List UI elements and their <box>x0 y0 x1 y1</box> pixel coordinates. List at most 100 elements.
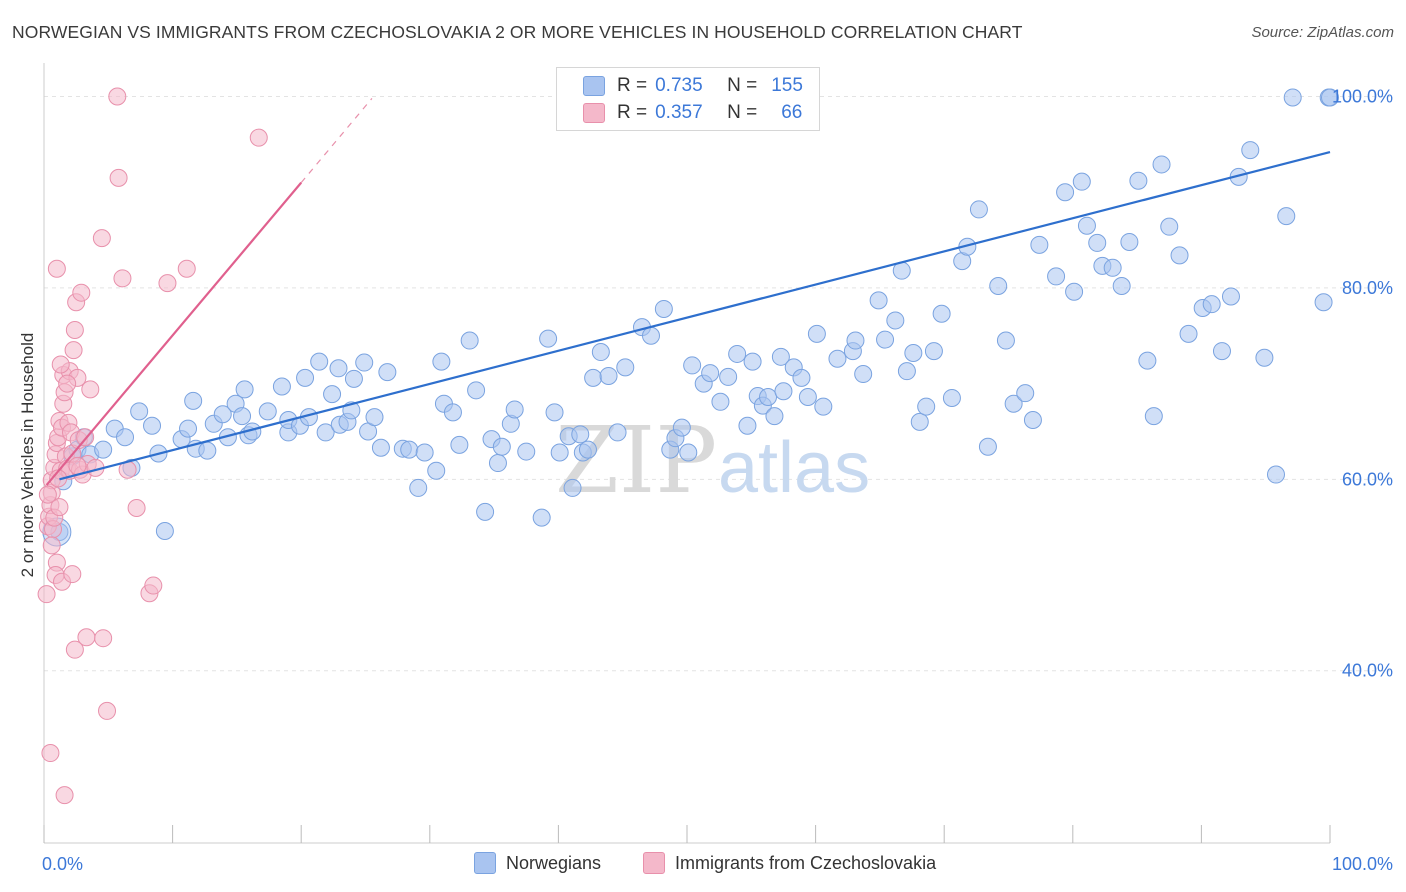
data-point-czechoslovakia <box>108 87 127 106</box>
data-point-norwegians <box>876 330 895 349</box>
data-point-norwegians <box>616 358 635 377</box>
data-point-norwegians <box>545 403 564 422</box>
data-point-norwegians <box>765 407 784 426</box>
data-point-czechoslovakia <box>50 498 69 517</box>
data-point-norwegians <box>1202 295 1221 314</box>
data-point-czechoslovakia <box>41 744 60 763</box>
data-point-norwegians <box>591 343 610 362</box>
data-point-czechoslovakia <box>65 640 84 659</box>
data-point-norwegians <box>978 437 997 456</box>
data-point-norwegians <box>116 428 135 447</box>
legend-row-norwegians: R = 0.735 N = 155 <box>557 73 803 99</box>
data-point-norwegians <box>807 324 826 343</box>
data-point-norwegians <box>1255 348 1274 367</box>
data-point-norwegians <box>1152 155 1171 174</box>
data-point-czechoslovakia <box>55 786 74 805</box>
trend-line-czechoslovakia-extension <box>300 98 373 184</box>
data-point-norwegians <box>460 331 479 350</box>
data-point-norwegians <box>1221 287 1240 306</box>
data-point-norwegians <box>1179 324 1198 343</box>
data-point-norwegians <box>869 291 888 310</box>
data-point-norwegians <box>443 403 462 422</box>
legend-swatch-pink <box>643 852 665 874</box>
data-point-norwegians <box>432 352 451 371</box>
data-point-norwegians <box>828 349 847 368</box>
data-point-norwegians <box>1030 235 1049 254</box>
legend-swatch-blue <box>474 852 496 874</box>
data-point-norwegians <box>571 425 590 444</box>
legend-row-czechoslovakia: R = 0.357 N = 66 <box>557 100 802 126</box>
data-point-norwegians <box>1266 465 1285 484</box>
x-tick-label: 0.0% <box>42 854 83 874</box>
data-point-czechoslovakia <box>113 269 132 288</box>
data-point-norwegians <box>584 368 603 387</box>
source-credit: Source: ZipAtlas.com <box>1251 24 1394 41</box>
data-point-norwegians <box>371 438 390 457</box>
data-point-czechoslovakia <box>63 565 82 584</box>
data-point-norwegians <box>365 408 384 427</box>
y-tick-label: 100.0% <box>1332 86 1393 106</box>
data-point-norwegians <box>329 359 348 378</box>
data-point-czechoslovakia <box>51 355 70 374</box>
data-point-czechoslovakia <box>92 229 111 248</box>
y-tick-label: 80.0% <box>1342 278 1393 298</box>
tick-labels: 40.0% 60.0% 80.0% 100.0% 0.0% 100.0% <box>42 86 1393 874</box>
data-point-norwegians <box>1112 276 1131 295</box>
data-point-norwegians <box>94 440 113 459</box>
axes <box>43 63 1331 844</box>
data-point-norwegians <box>409 478 428 497</box>
data-point-czechoslovakia <box>94 629 113 648</box>
data-point-norwegians <box>505 400 524 419</box>
data-point-norwegians <box>1056 183 1075 202</box>
data-point-norwegians <box>488 454 507 473</box>
data-point-norwegians <box>886 311 905 330</box>
data-point-norwegians <box>1047 267 1066 286</box>
legend-r-label: R = <box>617 75 648 96</box>
data-point-czechoslovakia <box>72 283 91 302</box>
data-point-norwegians <box>711 392 730 411</box>
data-point-norwegians <box>672 418 691 437</box>
data-point-norwegians <box>143 416 162 435</box>
data-point-norwegians <box>719 367 738 386</box>
data-point-norwegians <box>969 200 988 219</box>
data-point-czechoslovakia <box>98 701 117 720</box>
data-point-norwegians <box>774 382 793 401</box>
data-point-norwegians <box>798 388 817 407</box>
data-point-norwegians <box>1077 216 1096 235</box>
data-point-norwegians <box>450 435 469 454</box>
data-point-norwegians <box>517 442 536 461</box>
data-point-norwegians <box>427 461 446 480</box>
data-point-norwegians <box>1314 293 1333 312</box>
data-point-norwegians <box>1277 207 1296 226</box>
data-point-norwegians <box>272 377 291 396</box>
data-point-czechoslovakia <box>109 168 128 187</box>
data-point-norwegians <box>179 419 198 438</box>
data-point-norwegians <box>532 508 551 527</box>
data-point-norwegians <box>904 343 923 362</box>
trend-line-norwegians <box>59 150 1331 481</box>
legend-label-norwegians: Norwegians <box>506 852 602 873</box>
data-point-norwegians <box>854 365 873 384</box>
data-point-norwegians <box>1004 394 1023 413</box>
data-point-norwegians <box>1241 141 1260 160</box>
data-point-czechoslovakia <box>64 341 83 360</box>
data-point-czechoslovakia <box>81 380 100 399</box>
data-point-norwegians <box>323 385 342 404</box>
data-point-norwegians <box>550 443 569 462</box>
data-point-norwegians <box>355 353 374 372</box>
data-point-norwegians <box>233 407 252 426</box>
data-point-norwegians <box>683 356 702 375</box>
data-point-norwegians <box>771 347 790 366</box>
data-point-norwegians <box>1170 246 1189 265</box>
data-point-norwegians <box>917 397 936 416</box>
legend-r-label: R = <box>617 102 648 123</box>
data-point-norwegians <box>897 362 916 381</box>
watermark: ZIP atlas <box>555 407 870 514</box>
data-point-norwegians <box>578 440 597 459</box>
data-point-norwegians <box>654 299 673 318</box>
data-point-czechoslovakia <box>68 456 87 475</box>
legend-n-value: 155 <box>771 75 803 96</box>
y-axis-label: 2 or more Vehicles in Household <box>18 332 37 578</box>
chart-title: NORWEGIAN VS IMMIGRANTS FROM CZECHOSLOVA… <box>12 22 1023 42</box>
data-point-norwegians <box>759 388 778 407</box>
